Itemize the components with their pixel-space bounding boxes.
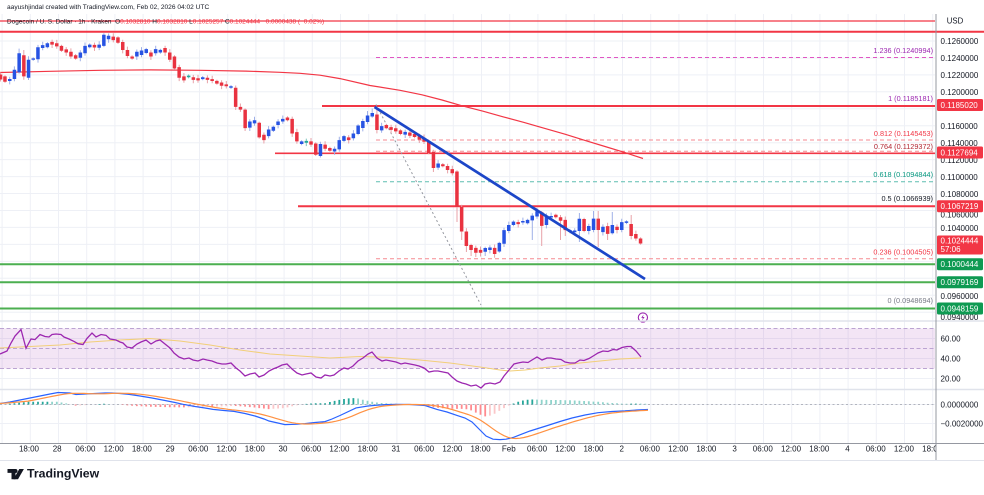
- svg-text:0.1140000: 0.1140000: [941, 139, 979, 148]
- svg-text:0.1080000: 0.1080000: [941, 190, 979, 199]
- svg-text:18:00: 18:00: [922, 445, 943, 454]
- svg-text:0.812 (0.1145453): 0.812 (0.1145453): [874, 129, 933, 138]
- svg-text:TradingView: TradingView: [27, 467, 100, 481]
- svg-text:06:00: 06:00: [75, 445, 96, 454]
- svg-text:1 (0.1185181): 1 (0.1185181): [888, 94, 933, 103]
- svg-text:18:00: 18:00: [358, 445, 379, 454]
- svg-text:18:00: 18:00: [132, 445, 153, 454]
- svg-text:1.236 (0.1240994): 1.236 (0.1240994): [873, 46, 933, 55]
- svg-text:31: 31: [391, 445, 400, 454]
- svg-text:0.1100000: 0.1100000: [941, 173, 979, 182]
- svg-text:12:00: 12:00: [781, 445, 802, 454]
- svg-text:30: 30: [279, 445, 288, 454]
- svg-text:0.0000000: 0.0000000: [941, 400, 979, 409]
- svg-text:60.00: 60.00: [941, 334, 962, 343]
- svg-text:12:00: 12:00: [217, 445, 238, 454]
- svg-text:4: 4: [845, 445, 850, 454]
- svg-text:06:00: 06:00: [414, 445, 435, 454]
- svg-text:−0.0020000: −0.0020000: [941, 419, 984, 428]
- svg-text:57:06: 57:06: [941, 245, 962, 254]
- svg-text:0.1127694: 0.1127694: [941, 148, 979, 157]
- svg-text:USD: USD: [947, 17, 964, 26]
- svg-text:06:00: 06:00: [301, 445, 322, 454]
- svg-text:0.0960000: 0.0960000: [941, 292, 979, 301]
- svg-text:0.1060000: 0.1060000: [941, 210, 979, 219]
- svg-text:Dogecoin / U. S. Dollar · 1h ·: Dogecoin / U. S. Dollar · 1h · Kraken O0…: [7, 19, 324, 26]
- svg-text:06:00: 06:00: [866, 445, 887, 454]
- svg-text:0.1200000: 0.1200000: [941, 88, 979, 97]
- svg-text:29: 29: [166, 445, 175, 454]
- svg-text:06:00: 06:00: [527, 445, 548, 454]
- svg-text:0.1185020: 0.1185020: [941, 101, 979, 110]
- svg-text:12:00: 12:00: [555, 445, 576, 454]
- svg-text:0 (0.0948694): 0 (0.0948694): [888, 296, 933, 305]
- svg-text:06:00: 06:00: [753, 445, 774, 454]
- svg-text:0.5 (0.1066939): 0.5 (0.1066939): [881, 194, 933, 203]
- svg-text:0.618 (0.1094844): 0.618 (0.1094844): [873, 170, 933, 179]
- svg-text:18:00: 18:00: [471, 445, 492, 454]
- svg-text:0.0948159: 0.0948159: [941, 304, 979, 313]
- svg-text:18:00: 18:00: [583, 445, 604, 454]
- svg-text:0.1260000: 0.1260000: [941, 37, 979, 46]
- svg-text:0.236 (0.1004505): 0.236 (0.1004505): [873, 248, 933, 257]
- svg-text:12:00: 12:00: [894, 445, 915, 454]
- svg-text:0.1220000: 0.1220000: [941, 71, 979, 80]
- svg-text:06:00: 06:00: [640, 445, 661, 454]
- svg-text:12:00: 12:00: [668, 445, 689, 454]
- svg-text:12:00: 12:00: [329, 445, 350, 454]
- svg-text:0.1067219: 0.1067219: [941, 202, 979, 211]
- svg-text:0.0979169: 0.0979169: [941, 278, 979, 287]
- svg-text:18:00: 18:00: [19, 445, 40, 454]
- svg-text:40.00: 40.00: [941, 354, 962, 363]
- svg-text:18:00: 18:00: [245, 445, 266, 454]
- svg-text:28: 28: [53, 445, 62, 454]
- svg-text:aayushjindal created with Trad: aayushjindal created with TradingView.co…: [7, 4, 209, 11]
- svg-text:0.1120000: 0.1120000: [941, 156, 979, 165]
- svg-text:0.1040000: 0.1040000: [941, 224, 979, 233]
- svg-text:18:00: 18:00: [696, 445, 717, 454]
- svg-text:2: 2: [619, 445, 624, 454]
- svg-text:20.00: 20.00: [941, 374, 962, 383]
- svg-text:18:00: 18:00: [809, 445, 830, 454]
- svg-text:0.1160000: 0.1160000: [941, 122, 979, 131]
- svg-text:12:00: 12:00: [104, 445, 125, 454]
- svg-text:0.1024444: 0.1024444: [941, 237, 979, 246]
- svg-text:0.764 (0.1129372): 0.764 (0.1129372): [874, 142, 933, 151]
- svg-text:0.1000444: 0.1000444: [941, 260, 979, 269]
- svg-text:12:00: 12:00: [442, 445, 463, 454]
- svg-text:3: 3: [732, 445, 737, 454]
- svg-text:Feb: Feb: [502, 445, 516, 454]
- svg-text:0.0940000: 0.0940000: [941, 313, 979, 322]
- svg-text:0.1240000: 0.1240000: [941, 54, 979, 63]
- svg-text:06:00: 06:00: [188, 445, 209, 454]
